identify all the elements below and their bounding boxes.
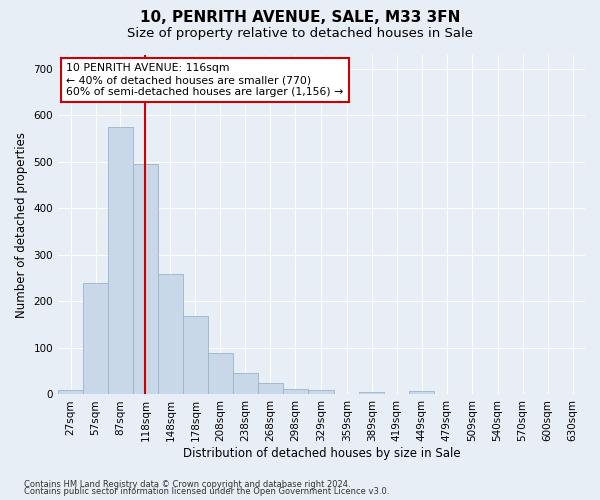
Bar xyxy=(258,383,283,394)
Text: 10 PENRITH AVENUE: 116sqm
← 40% of detached houses are smaller (770)
60% of semi: 10 PENRITH AVENUE: 116sqm ← 40% of detac… xyxy=(66,64,343,96)
Y-axis label: Number of detached properties: Number of detached properties xyxy=(15,132,28,318)
Bar xyxy=(308,390,334,394)
Bar xyxy=(108,127,133,394)
Bar xyxy=(359,392,385,394)
Bar xyxy=(283,389,308,394)
Text: 10, PENRITH AVENUE, SALE, M33 3FN: 10, PENRITH AVENUE, SALE, M33 3FN xyxy=(140,10,460,25)
X-axis label: Distribution of detached houses by size in Sale: Distribution of detached houses by size … xyxy=(183,447,460,460)
Bar xyxy=(409,390,434,394)
Text: Contains HM Land Registry data © Crown copyright and database right 2024.: Contains HM Land Registry data © Crown c… xyxy=(24,480,350,489)
Bar xyxy=(208,352,233,395)
Bar xyxy=(58,390,83,394)
Text: Size of property relative to detached houses in Sale: Size of property relative to detached ho… xyxy=(127,28,473,40)
Bar xyxy=(183,316,208,394)
Bar xyxy=(133,164,158,394)
Text: Contains public sector information licensed under the Open Government Licence v3: Contains public sector information licen… xyxy=(24,488,389,496)
Bar xyxy=(83,283,108,395)
Bar xyxy=(158,274,183,394)
Bar xyxy=(233,372,258,394)
